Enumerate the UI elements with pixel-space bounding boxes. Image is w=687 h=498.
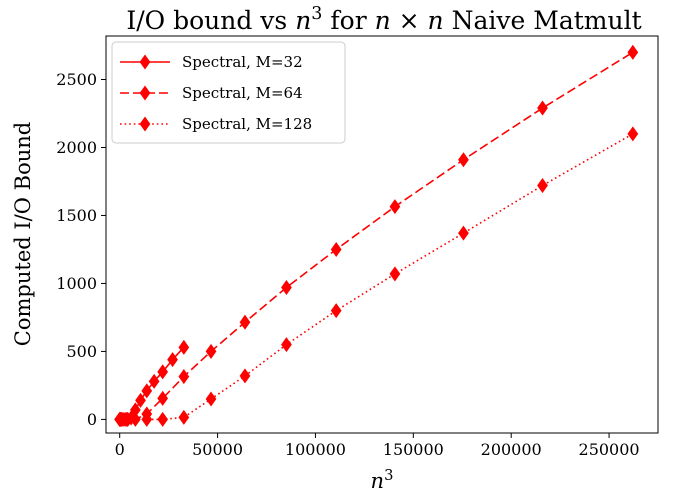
data-point-marker <box>158 412 168 426</box>
data-point-marker <box>281 281 291 295</box>
data-point-marker <box>331 242 341 256</box>
data-point-marker <box>390 267 400 281</box>
data-point-marker <box>240 369 250 383</box>
x-tick-label: 200000 <box>481 440 542 459</box>
data-point-marker <box>179 410 189 424</box>
data-point-marker <box>331 304 341 318</box>
data-point-marker <box>628 127 638 141</box>
x-tick-label: 100000 <box>285 440 346 459</box>
y-tick-label: 2000 <box>56 138 97 157</box>
data-point-marker <box>458 226 468 240</box>
y-axis-label: Computed I/O Bound <box>11 122 35 346</box>
data-point-marker <box>538 101 548 115</box>
x-tick-label: 0 <box>115 440 125 459</box>
y-axis-ticks: 0 500 1000 1500 2000 2500 <box>56 70 106 429</box>
legend-label: Spectral, M=128 <box>182 115 312 133</box>
x-axis-ticks: 0 50000 100000 150000 200000 250000 <box>115 433 640 459</box>
x-tick-label: 50000 <box>192 440 243 459</box>
data-point-marker <box>240 315 250 329</box>
data-point-marker <box>206 392 216 406</box>
y-tick-label: 1000 <box>56 274 97 293</box>
x-tick-label: 250000 <box>579 440 640 459</box>
x-tick-label: 150000 <box>383 440 444 459</box>
legend-label: Spectral, M=64 <box>182 84 303 102</box>
y-tick-label: 1500 <box>56 206 97 225</box>
data-point-marker <box>538 179 548 193</box>
data-point-marker <box>158 391 168 405</box>
series-line <box>120 134 633 420</box>
data-point-marker <box>179 370 189 384</box>
data-point-marker <box>206 344 216 358</box>
data-point-marker <box>390 200 400 214</box>
x-axis-label: n3 <box>371 467 394 494</box>
data-point-marker <box>628 45 638 59</box>
legend: Spectral, M=32 Spectral, M=64 Spectral, M=… <box>112 42 345 143</box>
chart-title: I/O bound vs n3 for n × n Naive Matmult <box>126 4 641 35</box>
y-tick-label: 0 <box>87 410 97 429</box>
data-point-marker <box>458 153 468 167</box>
y-tick-label: 500 <box>66 342 97 361</box>
legend-label: Spectral, M=32 <box>182 53 303 71</box>
y-tick-label: 2500 <box>56 70 97 89</box>
data-point-marker <box>281 338 291 352</box>
series-3 <box>115 127 638 427</box>
